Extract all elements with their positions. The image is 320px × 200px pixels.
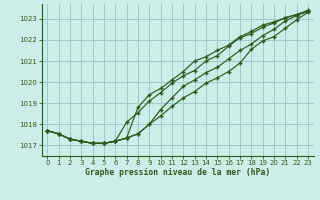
X-axis label: Graphe pression niveau de la mer (hPa): Graphe pression niveau de la mer (hPa) [85,168,270,177]
